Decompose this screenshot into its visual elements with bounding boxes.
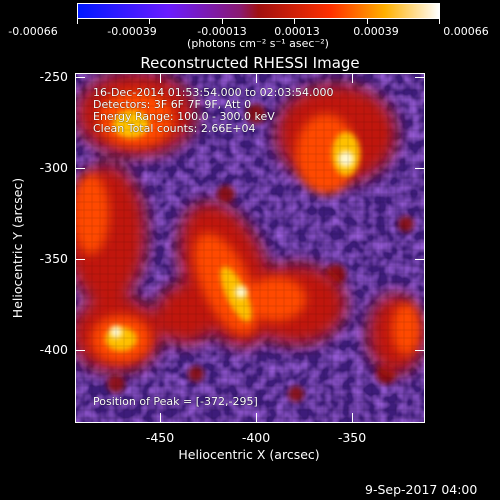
x-tick-label: -450 [145, 430, 175, 445]
y-axis-label: Heliocentric Y (arcsec) [10, 177, 25, 319]
info-line: Clean Total counts: 2.66E+04 [93, 122, 256, 135]
axis-ticks [75, 73, 425, 423]
x-tick-label: -400 [241, 430, 271, 445]
colorbar-tick-label: 0.00039 [353, 25, 399, 38]
y-tick-label: -300 [39, 160, 68, 175]
colorbar-tick-label: -0.00066 [8, 25, 58, 38]
colorbar [77, 3, 440, 19]
info-line: Detectors: 3F 6F 7F 9F, Att 0 [93, 98, 252, 111]
x-axis-label: Heliocentric X (arcsec) [178, 447, 320, 462]
peak-position-label: Position of Peak = [-372,-295] [93, 395, 258, 408]
colorbar-ticks [77, 19, 440, 24]
y-tick-label: -350 [39, 251, 68, 266]
colorbar-tick-label: 0.00013 [274, 25, 320, 38]
colorbar-tick-label: -0.00013 [197, 25, 247, 38]
plot-frame [75, 73, 425, 423]
hxr-image-map [76, 74, 424, 422]
colorbar-unit-label: (photons cm⁻² s⁻¹ asec⁻²) [187, 37, 329, 50]
generation-timestamp: 9-Sep-2017 04:00 [365, 482, 478, 497]
y-tick-label: -250 [39, 69, 68, 84]
y-tick-label: -400 [39, 342, 68, 357]
info-line: 16-Dec-2014 01:53:54.000 to 02:03:54.000 [93, 86, 334, 99]
x-tick-label: -350 [337, 430, 367, 445]
plot-title: Reconstructed RHESSI Image [140, 54, 360, 72]
colorbar-tick-label: 0.00066 [443, 25, 489, 38]
info-line: Energy Range: 100.0 - 300.0 keV [93, 110, 275, 123]
colorbar-tick-label: -0.00039 [107, 25, 157, 38]
